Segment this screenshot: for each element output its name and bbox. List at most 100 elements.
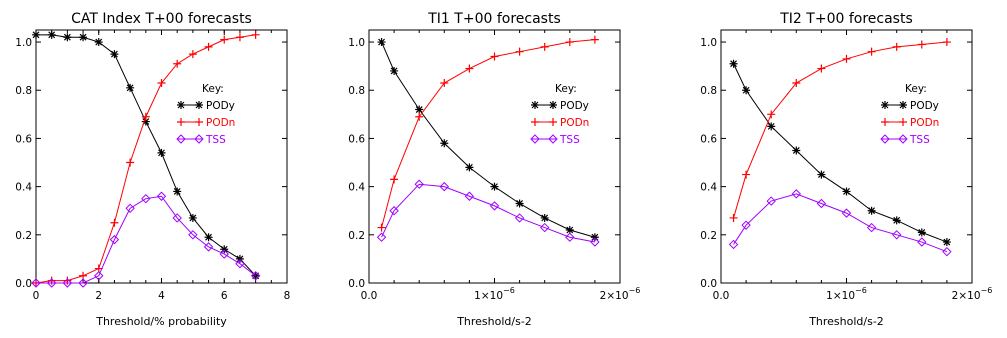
y-tick-label: 0.6 [700, 133, 717, 145]
data-point-pody [842, 187, 851, 196]
y-tick-label: 0.6 [15, 133, 32, 145]
legend-marker-tss [880, 134, 890, 144]
chart-panel-1: CAT Index T+00 forecasts 0.0 0.2 0.4 0.6 0.8 1… [15, 11, 290, 328]
data-point-pody [590, 233, 599, 242]
legend-key-title: Key: [555, 83, 577, 95]
legend-marker-pody [549, 101, 557, 109]
y-tick-label: 0.4 [15, 182, 32, 194]
series-line-tss [733, 193, 948, 253]
x-tick-label: 4 [158, 290, 165, 302]
legend-label-tss: TSS [559, 134, 580, 146]
data-point-tss [389, 206, 399, 216]
data-point-podn [251, 30, 260, 39]
data-point-podn [867, 47, 876, 56]
y-tick-label: 1.0 [348, 37, 365, 49]
x-tick-exponent: −6 [981, 286, 993, 295]
data-point-tss [891, 230, 902, 240]
x-tick-label: 0.0 [361, 290, 378, 302]
data-point-podn [220, 35, 229, 44]
legend-marker-tss [176, 134, 186, 144]
data-point-tss [141, 193, 151, 204]
data-point-podn [377, 223, 386, 232]
x-tick-label: 1×10−6 [826, 286, 867, 302]
data-point-podn [110, 218, 119, 227]
legend-marker-podn [549, 118, 557, 126]
x-tick-exponent: −6 [503, 286, 515, 295]
x-tick-label: 0 [33, 290, 40, 302]
data-point-tss [172, 213, 182, 223]
legend-label-pody: PODy [560, 100, 589, 112]
x-tick-label: 0.0 [713, 290, 730, 302]
data-point-tss [62, 278, 73, 288]
data-point-pody [32, 30, 40, 39]
data-point-pody [465, 163, 474, 172]
data-point-pody [540, 213, 549, 222]
data-point-pody [867, 206, 876, 215]
data-point-podn [942, 38, 951, 47]
legend-key-title: Key: [202, 83, 224, 95]
series-line-pody [733, 63, 948, 243]
chart-panel-3: TI2 T+00 forecasts 0.0 0.2 0.4 0.6 0.8 1.0 0.0 1… [700, 11, 992, 328]
x-tick-label: 2 [95, 290, 102, 302]
chart-title: CAT Index T+00 forecasts [71, 11, 252, 27]
y-tick-label: 0.0 [700, 278, 717, 290]
y-tick-label: 0.2 [700, 230, 717, 242]
data-point-pody [47, 30, 56, 39]
y-tick-label: 0.2 [348, 230, 365, 242]
data-point-podn [173, 59, 182, 68]
data-point-pody [220, 245, 229, 254]
data-point-tss [489, 201, 500, 211]
legend-key-title: Key: [905, 83, 927, 95]
series-line-podn [381, 39, 595, 228]
data-point-tss [590, 237, 600, 247]
data-point-pody [767, 122, 776, 131]
y-tick-label: 0.2 [15, 230, 32, 242]
legend-marker-tss [194, 134, 204, 144]
y-tick-label: 0.8 [348, 85, 365, 97]
legend-label-podn: PODn [910, 117, 939, 129]
data-point-podn [235, 33, 244, 42]
data-point-pody [942, 238, 951, 247]
legend-marker-podn [195, 118, 203, 126]
y-tick-label: 0.4 [700, 182, 717, 194]
data-point-podn [842, 54, 851, 63]
legend-marker-pody [195, 101, 203, 109]
data-point-pody [157, 148, 166, 157]
data-point-pody [235, 254, 244, 263]
data-point-podn [141, 112, 150, 121]
series-line-podn [35, 34, 256, 284]
legend-label-tss: TSS [909, 134, 930, 146]
data-point-tss [414, 179, 424, 189]
data-point-tss [766, 196, 776, 206]
x-tick-label: 2×10−6 [600, 286, 641, 302]
legend-marker-tss [898, 134, 908, 144]
legend-marker-pody [899, 101, 907, 109]
data-point-tss [565, 232, 575, 242]
data-point-pody [917, 228, 926, 237]
data-point-pody [173, 187, 182, 196]
data-point-tss [188, 230, 198, 240]
data-point-podn [465, 64, 474, 73]
data-point-pody [390, 66, 399, 75]
x-tick-label: 2×10−6 [952, 286, 993, 302]
legend-marker-pody [531, 101, 539, 109]
data-point-pody [490, 182, 499, 191]
data-point-tss [791, 189, 802, 199]
y-tick-label: 1.0 [700, 37, 717, 49]
legend-label-podn: PODn [560, 117, 589, 129]
y-tick-label: 0.8 [15, 85, 32, 97]
data-point-tss [866, 222, 877, 233]
data-point-tss [156, 191, 167, 201]
data-point-tss [78, 278, 88, 288]
data-point-tss [514, 213, 525, 223]
x-tick-exponent: −6 [855, 286, 867, 295]
data-point-podn [892, 42, 901, 51]
chart-panel-2: TI1 T+00 forecasts 0.0 0.2 0.4 0.6 0.8 1.0 0.0 1… [348, 11, 640, 328]
data-point-pody [126, 83, 135, 92]
data-point-podn [204, 42, 213, 51]
data-point-podn [792, 79, 801, 88]
data-point-podn [415, 112, 424, 121]
legend-label-pody: PODy [910, 100, 939, 112]
x-tick-label: 1×10−6 [474, 286, 515, 302]
